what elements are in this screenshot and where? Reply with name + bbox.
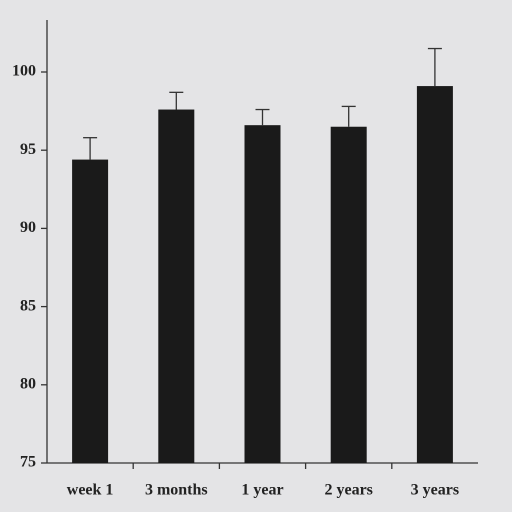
error-bar	[169, 91, 184, 110]
x-tick-label: 3 years	[411, 482, 459, 499]
y-tick-label: 95	[20, 141, 36, 158]
y-tick-label: 100	[12, 63, 36, 80]
error-bar	[255, 108, 270, 126]
y-tick-label: 90	[20, 219, 36, 236]
bar	[416, 86, 453, 464]
x-tick-label: 1 year	[241, 482, 283, 499]
y-tick-label: 75	[20, 454, 36, 471]
bar	[72, 159, 109, 464]
error-bar	[341, 105, 356, 127]
bar	[330, 126, 367, 464]
error-bar	[427, 47, 442, 87]
y-tick-label: 85	[20, 297, 36, 314]
bar	[244, 125, 281, 464]
x-tick-label: week 1	[67, 482, 114, 499]
x-tick-label: 3 months	[145, 482, 208, 499]
y-tick-label: 80	[20, 375, 36, 392]
bar	[158, 109, 195, 463]
error-bar	[83, 137, 98, 160]
x-tick-label: 2 years	[324, 482, 372, 499]
